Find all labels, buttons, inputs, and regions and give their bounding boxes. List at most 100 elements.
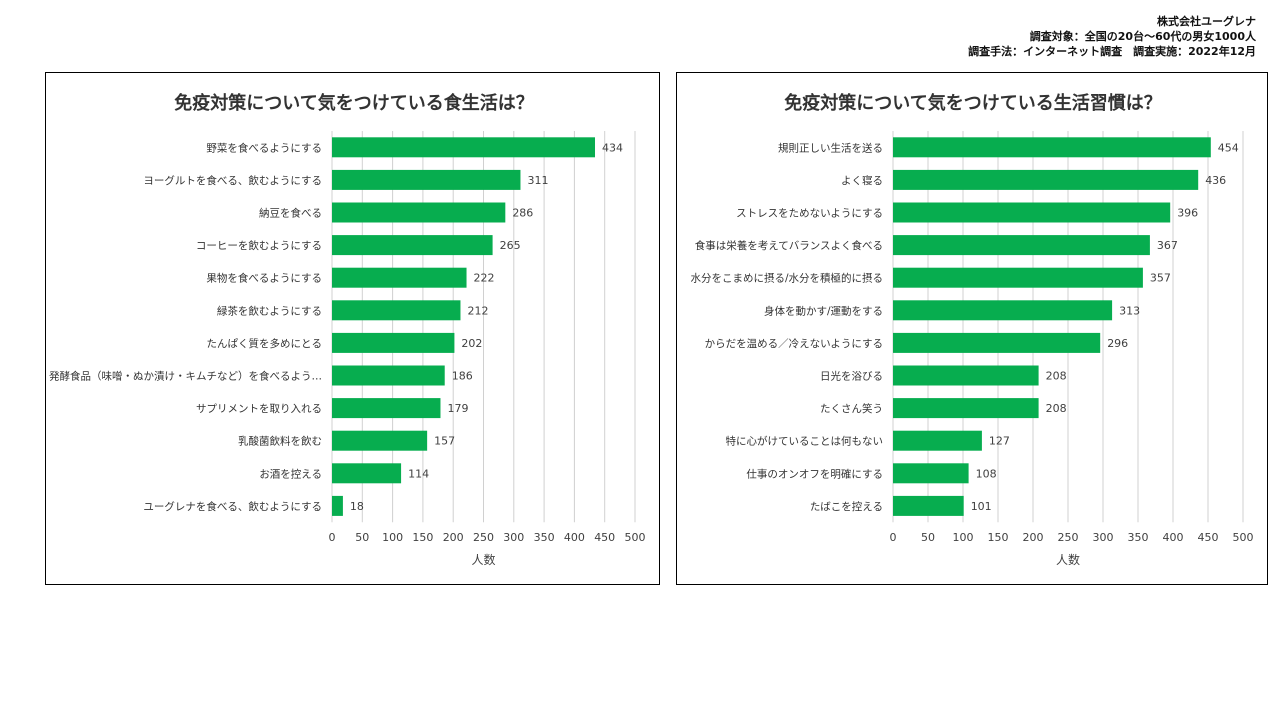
data-label: 311 bbox=[527, 174, 548, 187]
bar bbox=[893, 300, 1113, 321]
data-label: 265 bbox=[500, 239, 521, 252]
x-tick-label: 150 bbox=[988, 531, 1009, 544]
x-axis-label: 人数 bbox=[1056, 552, 1080, 567]
bar bbox=[893, 332, 1101, 353]
bar bbox=[893, 137, 1211, 158]
category-label: ストレスをためないようにする bbox=[736, 208, 883, 220]
bar bbox=[332, 495, 343, 516]
survey-info: 株式会社ユーグレナ 調査対象：全国の20台～60代の男女1000人 調査手法：イ… bbox=[968, 14, 1256, 59]
survey-target: 調査対象：全国の20台～60代の男女1000人 bbox=[1029, 30, 1256, 43]
category-label: 規則正しい生活を送る bbox=[778, 141, 883, 154]
category-label: 果物を食べるようにする bbox=[206, 272, 322, 285]
category-label: コーヒーを飲むようにする bbox=[196, 239, 322, 252]
diet-chart-svg: 免疫対策について気をつけている食生活は？ 0 50 100 150 200 250 300 35… bbox=[49, 92, 646, 567]
category-label: 日光を浴びる bbox=[820, 370, 883, 383]
data-label: 357 bbox=[1150, 272, 1171, 285]
category-label: 身体を動かす/運動をする bbox=[764, 304, 883, 317]
x-tick-label: 0 bbox=[329, 531, 336, 544]
category-label: 野菜を食べるようにする bbox=[206, 141, 322, 154]
x-tick-label: 150 bbox=[412, 531, 433, 544]
data-label: 436 bbox=[1205, 174, 1226, 187]
bar bbox=[332, 169, 521, 190]
x-tick-label: 500 bbox=[625, 531, 646, 544]
bar bbox=[893, 235, 1150, 256]
x-tick-label: 350 bbox=[1128, 531, 1149, 544]
category-label: ユーグレナを食べる、飲むようにする bbox=[143, 500, 322, 513]
category-label: 特に心がけていることは何もない bbox=[726, 435, 884, 448]
bar bbox=[332, 398, 441, 419]
x-tick-label: 300 bbox=[503, 531, 524, 544]
x-tick-label: 400 bbox=[564, 531, 585, 544]
bar bbox=[893, 267, 1143, 288]
data-label: 114 bbox=[408, 467, 429, 480]
data-label: 367 bbox=[1157, 239, 1178, 252]
category-label: たくさん笑う bbox=[820, 402, 883, 415]
x-tick-label: 300 bbox=[1093, 531, 1114, 544]
data-label: 313 bbox=[1119, 304, 1140, 317]
bar bbox=[332, 235, 493, 256]
category-label: 納豆を食べる bbox=[259, 207, 322, 220]
data-label: 18 bbox=[350, 500, 364, 513]
bar bbox=[893, 398, 1039, 419]
data-label: 208 bbox=[1046, 402, 1067, 415]
x-axis-label: 人数 bbox=[471, 552, 495, 567]
category-label: サプリメントを取り入れる bbox=[196, 403, 322, 415]
x-tick-label: 500 bbox=[1233, 531, 1254, 544]
x-tick-label: 250 bbox=[473, 531, 494, 544]
category-label: よく寝る bbox=[841, 174, 883, 187]
category-label: 食事は栄養を考えてバランスよく食べる bbox=[695, 239, 883, 252]
data-label: 108 bbox=[976, 467, 997, 480]
x-tick-label: 100 bbox=[953, 531, 974, 544]
bar bbox=[332, 202, 506, 223]
data-label: 286 bbox=[512, 207, 533, 220]
company-name: 株式会社ユーグレナ bbox=[1157, 15, 1256, 28]
data-label: 101 bbox=[971, 500, 992, 513]
x-tick-label: 50 bbox=[921, 531, 935, 544]
bar bbox=[332, 430, 428, 451]
data-label: 434 bbox=[602, 141, 623, 154]
data-label: 212 bbox=[467, 304, 488, 317]
x-tick-label: 350 bbox=[534, 531, 555, 544]
bar bbox=[893, 463, 969, 484]
data-label: 179 bbox=[447, 402, 468, 415]
category-label: 乳酸菌飲料を飲む bbox=[238, 435, 322, 448]
category-label: たばこを控える bbox=[810, 500, 883, 513]
x-tick-label: 200 bbox=[1023, 531, 1044, 544]
data-label: 296 bbox=[1107, 337, 1128, 350]
bar bbox=[332, 267, 467, 288]
x-tick-label: 450 bbox=[594, 531, 615, 544]
x-tick-label: 250 bbox=[1058, 531, 1079, 544]
data-label: 127 bbox=[989, 435, 1010, 448]
bar bbox=[332, 137, 596, 158]
category-label: 水分をこまめに摂る/水分を積極的に摂る bbox=[690, 272, 883, 285]
bar bbox=[893, 169, 1199, 190]
bar bbox=[893, 202, 1171, 223]
category-label: お酒を控える bbox=[259, 467, 322, 480]
category-label: 仕事のオンオフを明確にする bbox=[746, 467, 883, 480]
lifestyle-chart-panel: 免疫対策について気をつけている生活習慣は？ 0 50 100 150 200 250 300 3… bbox=[676, 72, 1268, 585]
category-label: 発酵食品（味噌・ぬか漬け・キムチなど）を食べるよう… bbox=[49, 370, 322, 383]
lifestyle-chart-svg: 免疫対策について気をつけている生活習慣は？ 0 50 100 150 200 250 300 3… bbox=[690, 92, 1254, 567]
data-label: 186 bbox=[452, 370, 473, 383]
chart-title: 免疫対策について気をつけている生活習慣は？ bbox=[784, 92, 1161, 114]
category-label: たんぱく質を多めにとる bbox=[207, 337, 323, 350]
bar bbox=[332, 300, 461, 321]
x-tick-label: 0 bbox=[890, 531, 897, 544]
data-label: 396 bbox=[1177, 207, 1198, 220]
data-label: 454 bbox=[1218, 141, 1239, 154]
bar bbox=[332, 332, 455, 353]
bar bbox=[893, 365, 1039, 386]
x-tick-label: 100 bbox=[382, 531, 403, 544]
category-label: 緑茶を飲むようにする bbox=[217, 304, 322, 317]
x-tick-label: 450 bbox=[1198, 531, 1219, 544]
bar bbox=[332, 463, 402, 484]
diet-chart-panel: 免疫対策について気をつけている食生活は？ 0 50 100 150 200 250 300 35… bbox=[45, 72, 660, 585]
data-label: 208 bbox=[1046, 370, 1067, 383]
bar bbox=[893, 430, 982, 451]
data-label: 222 bbox=[474, 272, 495, 285]
category-label: からだを温める／冷えないようにする bbox=[705, 337, 883, 350]
data-label: 202 bbox=[461, 337, 482, 350]
data-label: 157 bbox=[434, 435, 455, 448]
survey-method: 調査手法：インターネット調査 調査実施：2022年12月 bbox=[968, 45, 1256, 58]
bar bbox=[893, 495, 964, 516]
